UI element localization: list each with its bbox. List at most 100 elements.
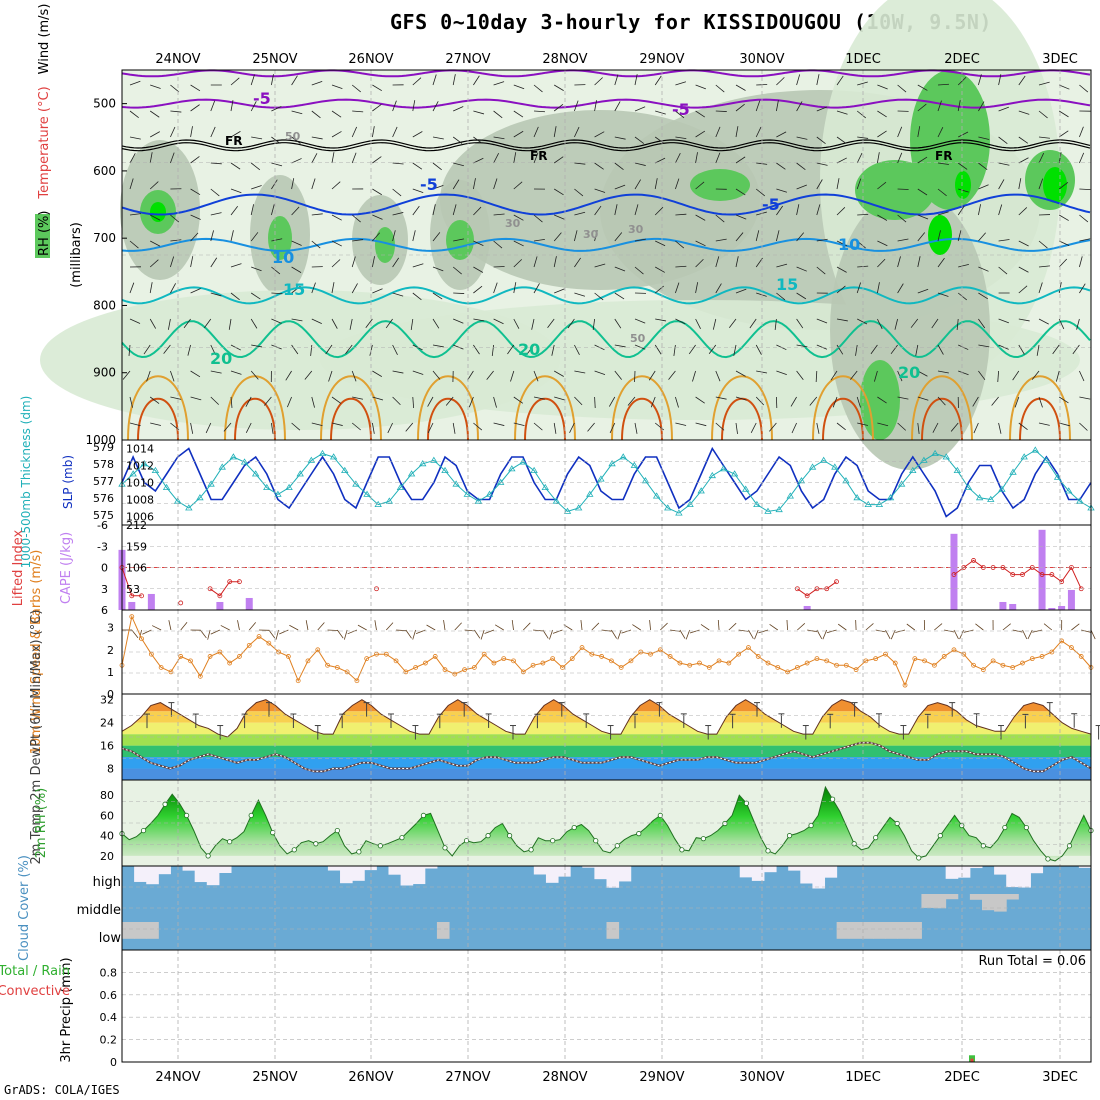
wind-barb: [695, 84, 707, 90]
panel-frame: [121, 949, 1092, 1063]
wind-tick-label: 2: [107, 644, 114, 657]
wind-barb: [410, 318, 414, 330]
upper-axis-title: RH (%) Temperature (°C) Wind (m/s): [35, 4, 52, 258]
thickness-point: [352, 480, 360, 487]
wind-barb: [286, 396, 292, 408]
rh-shade-green: [860, 360, 900, 440]
lifted-index-tick-label: -6: [97, 519, 108, 532]
wind-barb: [365, 318, 373, 329]
wind-barb: [937, 162, 949, 165]
rh2m-point: [808, 822, 814, 829]
wind-barb: [1058, 110, 1069, 118]
wind-barb: [574, 100, 579, 112]
rh2m-axis-title: 2m RH (%): [34, 788, 49, 859]
cloud-cell: [957, 866, 971, 878]
wind-barb: [352, 396, 364, 400]
wind-barb: [1079, 283, 1086, 294]
wind-barb: [998, 318, 1010, 324]
wind-barb: [533, 214, 543, 223]
wind-barb: [170, 256, 175, 268]
wind-speed-point: [207, 654, 213, 659]
thickness-point: [664, 504, 672, 511]
date-label-bottom: 1DEC: [845, 1070, 881, 1085]
wind-barb: [1018, 285, 1028, 294]
temp-tick-label: 16: [100, 740, 114, 753]
wind-barb: [574, 257, 581, 268]
precip-tick-label: 0.4: [100, 1011, 118, 1024]
wind-speed-point: [941, 654, 947, 659]
wind-speed-point: [295, 678, 301, 684]
wind-barb: [372, 256, 375, 268]
rh-shade-green: [375, 227, 395, 263]
wind-barb-10m: [168, 620, 172, 631]
rh2m-point: [679, 847, 685, 853]
wind-barb: [1018, 422, 1028, 430]
contour-label: 20: [210, 349, 232, 368]
wind-barb-10m: [443, 620, 446, 631]
wind-barb: [271, 266, 281, 275]
wind-barb-10m: [826, 629, 837, 634]
wind-barb-10m: [591, 622, 600, 631]
wind-barb: [190, 288, 201, 294]
rh2m-tick-label: 40: [100, 830, 114, 843]
rh2m-point: [1045, 856, 1051, 862]
thickness-point: [363, 490, 371, 497]
wind-barb: [816, 318, 828, 324]
cloud-cell: [945, 894, 959, 900]
wind-barb-10m: [552, 629, 563, 634]
wind-barb: [170, 283, 176, 294]
wind-barb: [973, 422, 979, 434]
pressure-tick-label: 500: [93, 97, 116, 111]
wind-barb: [695, 422, 707, 427]
wind-barb: [856, 282, 862, 294]
contour-label: 20: [518, 340, 540, 359]
wind-barb: [473, 318, 485, 322]
thickness-point: [853, 494, 861, 501]
thickness-point: [452, 480, 460, 487]
date-label-bottom: 30NOV: [739, 1070, 784, 1085]
wind-barb: [510, 370, 515, 382]
lifted-index-tick-label: 0: [101, 562, 108, 575]
wind-barb: [149, 318, 157, 329]
wind-speed-point: [520, 669, 526, 675]
wind-barb: [432, 266, 444, 272]
thickness-point: [519, 458, 527, 465]
wind-barb: [291, 240, 302, 246]
wind-barb: [1052, 344, 1060, 355]
wind-barb-10m: [807, 629, 818, 633]
wind-tick-label: 0: [107, 688, 114, 701]
lifted-index-point: [804, 593, 810, 599]
wind-barb: [328, 370, 333, 382]
wind-barb-10m: [717, 619, 720, 631]
wind-barb-10m: [523, 622, 531, 631]
date-label-bottom: 27NOV: [445, 1070, 490, 1085]
wind-barb: [412, 370, 424, 375]
wind-barb: [230, 77, 240, 86]
wind-barb: [351, 256, 356, 268]
thickness-point: [686, 500, 694, 507]
wind-speed-point: [364, 656, 370, 662]
temp-tick-label: 32: [100, 694, 114, 707]
wind-barb: [733, 344, 737, 356]
wind-barb: [210, 257, 218, 268]
wind-barb: [634, 162, 646, 166]
wind-barb: [735, 126, 739, 138]
contour-label: 10: [838, 235, 860, 254]
wind-speed-point: [902, 682, 908, 688]
wind-barb: [654, 75, 662, 86]
wind-speed-point: [481, 651, 487, 657]
wind-barb-10m: [621, 629, 632, 634]
wind-barb: [634, 179, 641, 190]
date-label-top: 30NOV: [739, 52, 784, 67]
wind-barb: [675, 110, 685, 119]
wind-speed-point: [197, 673, 203, 679]
wind-barb: [897, 283, 904, 294]
cloud-cell: [134, 866, 147, 882]
cloud-cell: [533, 866, 547, 875]
wind-barb: [453, 106, 464, 112]
wind-barb-10m: [426, 624, 436, 631]
cloud-cell: [182, 866, 196, 871]
wind-barb-10m: [343, 629, 348, 640]
wind-barb: [554, 396, 565, 401]
wind-barb: [304, 370, 313, 380]
